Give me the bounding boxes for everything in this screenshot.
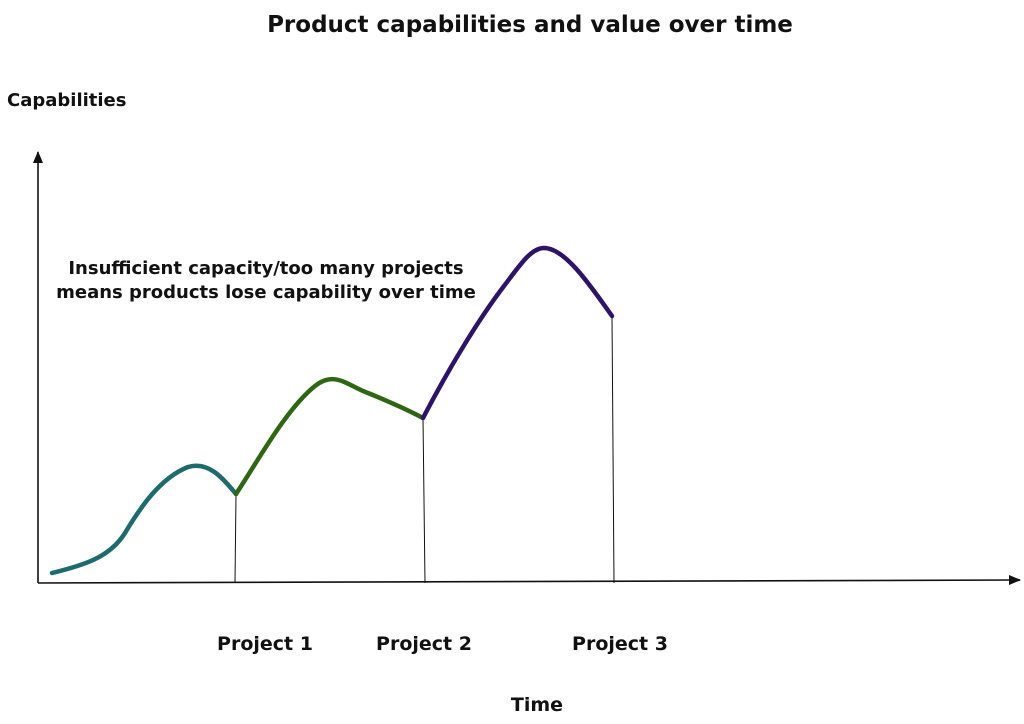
annotation-line-2: means products lose capability over time	[56, 282, 476, 303]
project-3-divider	[611, 315, 615, 584]
project-3-curve	[420, 245, 615, 421]
project-1-curve	[49, 463, 239, 576]
project-2-label: Project 2	[376, 633, 472, 655]
project-1-divider	[234, 493, 237, 584]
annotation-line-1: Insufficient capacity/too many projects	[68, 258, 463, 279]
project-1-label: Project 1	[217, 633, 313, 655]
x-axis-label: Time	[511, 694, 563, 716]
diagram-title: Product capabilities and value over time	[267, 12, 793, 38]
y-axis-label: Capabilities	[7, 90, 126, 111]
project-2-curve	[233, 376, 426, 497]
project-3-label: Project 3	[572, 633, 668, 655]
x-axis	[37, 575, 1021, 586]
project-2-divider	[422, 417, 426, 584]
